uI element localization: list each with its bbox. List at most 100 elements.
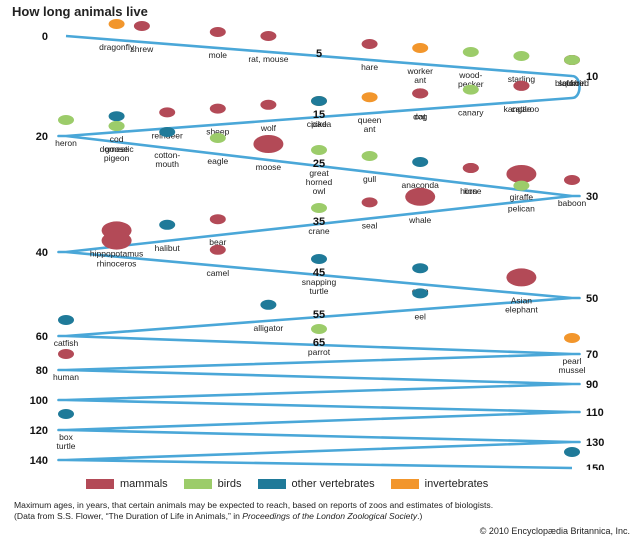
animal-label: lion bbox=[464, 186, 478, 196]
animal-silhouette bbox=[311, 145, 327, 155]
tick-label: 120 bbox=[30, 425, 48, 437]
animal-silhouette bbox=[58, 115, 74, 125]
animal-silhouette bbox=[506, 268, 537, 287]
animal-label: halibut bbox=[155, 243, 181, 253]
animal-label: cod bbox=[110, 134, 124, 144]
animal-silhouette bbox=[412, 157, 429, 167]
animal-label: blackbird bbox=[555, 78, 589, 88]
animal-label: owl bbox=[313, 186, 326, 196]
tick-label: 20 bbox=[36, 131, 48, 143]
animal-crane: crane bbox=[308, 203, 330, 236]
animal-heron: heron bbox=[55, 115, 77, 148]
animal-label: parrot bbox=[308, 347, 331, 357]
animal-label: cattle bbox=[511, 104, 532, 114]
animal-label: pearl bbox=[563, 356, 582, 366]
animal-gull: gull bbox=[361, 151, 378, 184]
animal-alligator: alligator bbox=[254, 299, 284, 333]
animal-silhouette bbox=[412, 43, 429, 53]
animal-silhouette bbox=[311, 203, 327, 213]
animal-silhouette bbox=[58, 349, 74, 359]
animal-rat-mouse: rat, mouse bbox=[248, 31, 289, 64]
animal-dog: dog bbox=[412, 88, 429, 121]
animal-silhouette bbox=[260, 99, 277, 110]
animal-label: crane bbox=[308, 226, 330, 236]
animal-silhouette bbox=[209, 244, 226, 255]
animal-silhouette bbox=[159, 107, 176, 118]
animal-silhouette bbox=[108, 121, 125, 131]
animal-label: mole bbox=[209, 50, 228, 60]
animal-label: giraffe bbox=[510, 192, 534, 202]
animal-wood-pecker: wood-pecker bbox=[458, 47, 484, 89]
tick-label: 40 bbox=[36, 247, 48, 259]
animal-label: turtle bbox=[310, 286, 329, 296]
animal-silhouette bbox=[209, 133, 226, 143]
animal-label: queen bbox=[358, 115, 382, 125]
lifespan-track-diagram: 0 5 10 15 20 25 30 35 40 45 50 55 60 65 70 80 90 100 110 12… bbox=[30, 19, 605, 470]
animal-silhouette bbox=[564, 447, 580, 457]
animal-label: Asian bbox=[511, 295, 533, 305]
animal-silhouette bbox=[513, 80, 530, 91]
animal-label: eagle bbox=[207, 156, 228, 166]
legend-item-mammals: mammals bbox=[86, 478, 168, 490]
animal-human: human bbox=[53, 349, 79, 382]
animal-silhouette bbox=[311, 96, 327, 106]
legend: mammals birds other vertebrates inverteb… bbox=[86, 478, 488, 490]
animal-silhouette bbox=[58, 315, 74, 325]
animal-label: mouth bbox=[155, 159, 179, 169]
animal-silhouette bbox=[361, 92, 378, 103]
animal-silhouette bbox=[361, 39, 378, 49]
animal-pike: pike bbox=[311, 96, 327, 129]
animal-label: human bbox=[53, 372, 79, 382]
animal-label: rhinoceros bbox=[97, 259, 137, 269]
animal-label: cotton- bbox=[154, 150, 180, 160]
animal-label: pecker bbox=[458, 79, 484, 89]
animal-label: ant bbox=[364, 124, 376, 134]
animal-giant-tortoise: gianttortoise bbox=[564, 447, 580, 457]
animal-cod: cod bbox=[108, 111, 125, 144]
animal-label: cicada bbox=[307, 119, 332, 129]
animal-canary: canary bbox=[458, 84, 484, 118]
animal-lion: lion bbox=[462, 163, 479, 196]
animal-label: starling bbox=[508, 74, 536, 84]
animal-wolf: wolf bbox=[260, 99, 277, 133]
animal-label: box bbox=[59, 432, 73, 442]
legend-label: birds bbox=[217, 478, 242, 490]
legend-swatch-mammals bbox=[86, 479, 114, 489]
animal-label: whale bbox=[408, 215, 431, 225]
animal-label: alligator bbox=[254, 323, 284, 333]
animal-label: rat, mouse bbox=[248, 54, 288, 64]
tick-label: 30 bbox=[586, 191, 598, 203]
animal-eel: eel bbox=[412, 288, 429, 321]
animal-silhouette bbox=[108, 111, 125, 122]
track-line bbox=[57, 34, 581, 470]
animal-silhouette bbox=[564, 55, 580, 65]
animal-silhouette bbox=[311, 324, 327, 334]
animal-silhouette bbox=[209, 103, 226, 114]
animal-label: pelican bbox=[508, 204, 535, 214]
caption-journal: Proceedings of the London Zoological Soc… bbox=[242, 511, 418, 521]
animal-label: domestic bbox=[100, 144, 135, 154]
animal-shrew: shrew bbox=[131, 21, 154, 54]
animal-label: dragonfly bbox=[99, 42, 135, 52]
animal-label: hare bbox=[361, 62, 378, 72]
animal-silhouette bbox=[564, 175, 580, 185]
animal-silhouette bbox=[564, 333, 580, 343]
tick-label: 15 bbox=[313, 109, 325, 121]
page-title: How long animals live bbox=[12, 4, 148, 19]
animal-silhouette bbox=[462, 163, 479, 173]
animal-rhinoceros: rhinoceros bbox=[97, 231, 137, 269]
tick-label: 45 bbox=[313, 267, 325, 279]
legend-label: invertebrates bbox=[424, 478, 489, 490]
tick-label: 130 bbox=[586, 437, 604, 449]
tick-labels: 0 5 10 15 20 25 30 35 40 45 50 55 60 65 70 80 90 100 110 12… bbox=[30, 31, 605, 470]
tick-label: 10 bbox=[586, 71, 598, 83]
animal-silhouette bbox=[58, 409, 74, 419]
animal-giraffe: giraffe bbox=[506, 165, 537, 202]
